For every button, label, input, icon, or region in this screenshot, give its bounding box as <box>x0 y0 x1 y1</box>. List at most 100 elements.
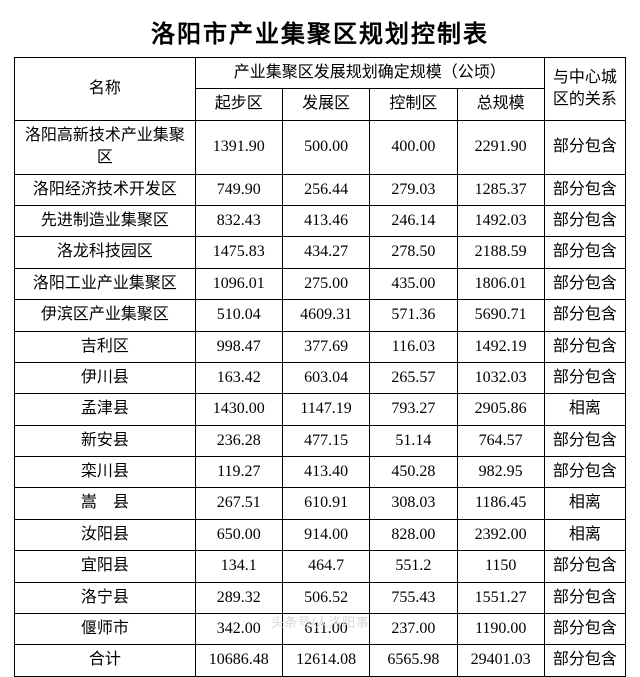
cell-total: 29401.03 <box>457 645 544 676</box>
cell-total: 764.57 <box>457 425 544 456</box>
cell-rel: 部分包含 <box>544 205 625 236</box>
cell-startup: 1475.83 <box>195 237 282 268</box>
table-row: 洛阳高新技术产业集聚区1391.90500.00400.002291.90部分包… <box>15 120 626 174</box>
cell-name: 洛龙科技园区 <box>15 237 196 268</box>
th-startup: 起步区 <box>195 89 282 120</box>
cell-name: 洛阳工业产业集聚区 <box>15 268 196 299</box>
table-row: 嵩 县267.51610.91308.031186.45相离 <box>15 488 626 519</box>
cell-control: 435.00 <box>370 268 457 299</box>
cell-control: 265.57 <box>370 362 457 393</box>
cell-name: 孟津县 <box>15 394 196 425</box>
table-row: 宜阳县134.1464.7551.21150部分包含 <box>15 551 626 582</box>
th-develop: 发展区 <box>282 89 369 120</box>
cell-name: 合计 <box>15 645 196 676</box>
cell-startup: 998.47 <box>195 331 282 362</box>
cell-startup: 650.00 <box>195 519 282 550</box>
cell-rel: 部分包含 <box>544 362 625 393</box>
cell-name: 洛宁县 <box>15 582 196 613</box>
cell-develop: 500.00 <box>282 120 369 174</box>
cell-rel: 部分包含 <box>544 551 625 582</box>
cell-develop: 4609.31 <box>282 300 369 331</box>
cell-name: 吉利区 <box>15 331 196 362</box>
cell-startup: 1430.00 <box>195 394 282 425</box>
cell-control: 551.2 <box>370 551 457 582</box>
cell-total: 1492.19 <box>457 331 544 362</box>
cell-control: 308.03 <box>370 488 457 519</box>
cell-name: 新安县 <box>15 425 196 456</box>
cell-name: 洛阳经济技术开发区 <box>15 174 196 205</box>
cell-rel: 部分包含 <box>544 645 625 676</box>
page-title: 洛阳市产业集聚区规划控制表 <box>0 0 640 57</box>
cell-control: 116.03 <box>370 331 457 362</box>
cell-control: 51.14 <box>370 425 457 456</box>
cell-total: 982.95 <box>457 457 544 488</box>
cell-develop: 413.40 <box>282 457 369 488</box>
cell-name: 洛阳高新技术产业集聚区 <box>15 120 196 174</box>
table-row: 洛宁县289.32506.52755.431551.27部分包含 <box>15 582 626 613</box>
cell-total: 1806.01 <box>457 268 544 299</box>
th-scale-group: 产业集聚区发展规划确定规模（公顷） <box>195 58 544 89</box>
cell-control: 246.14 <box>370 205 457 236</box>
th-control: 控制区 <box>370 89 457 120</box>
cell-name: 汝阳县 <box>15 519 196 550</box>
table-row: 伊滨区产业集聚区510.044609.31571.365690.71部分包含 <box>15 300 626 331</box>
cell-develop: 610.91 <box>282 488 369 519</box>
cell-name: 先进制造业集聚区 <box>15 205 196 236</box>
cell-total: 2392.00 <box>457 519 544 550</box>
cell-name: 伊滨区产业集聚区 <box>15 300 196 331</box>
cell-control: 450.28 <box>370 457 457 488</box>
cell-total: 5690.71 <box>457 300 544 331</box>
cell-name: 伊川县 <box>15 362 196 393</box>
table-row: 洛阳工业产业集聚区1096.01275.00435.001806.01部分包含 <box>15 268 626 299</box>
th-name: 名称 <box>15 58 196 121</box>
cell-startup: 236.28 <box>195 425 282 456</box>
cell-rel: 部分包含 <box>544 331 625 362</box>
cell-startup: 832.43 <box>195 205 282 236</box>
cell-startup: 1391.90 <box>195 120 282 174</box>
cell-rel: 部分包含 <box>544 582 625 613</box>
cell-develop: 413.46 <box>282 205 369 236</box>
cell-develop: 506.52 <box>282 582 369 613</box>
table-row: 伊川县163.42603.04265.571032.03部分包含 <box>15 362 626 393</box>
cell-total: 1492.03 <box>457 205 544 236</box>
cell-name: 栾川县 <box>15 457 196 488</box>
cell-control: 828.00 <box>370 519 457 550</box>
planning-table: 名称 产业集聚区发展规划确定规模（公顷） 与中心城区的关系 起步区 发展区 控制… <box>14 57 626 677</box>
cell-total: 1186.45 <box>457 488 544 519</box>
th-relation: 与中心城区的关系 <box>544 58 625 121</box>
cell-startup: 1096.01 <box>195 268 282 299</box>
cell-develop: 477.15 <box>282 425 369 456</box>
cell-develop: 464.7 <box>282 551 369 582</box>
cell-develop: 275.00 <box>282 268 369 299</box>
cell-rel: 部分包含 <box>544 120 625 174</box>
table-row: 孟津县1430.001147.19793.272905.86相离 <box>15 394 626 425</box>
cell-control: 400.00 <box>370 120 457 174</box>
cell-startup: 267.51 <box>195 488 282 519</box>
cell-develop: 914.00 <box>282 519 369 550</box>
cell-control: 279.03 <box>370 174 457 205</box>
cell-startup: 163.42 <box>195 362 282 393</box>
table-row: 汝阳县650.00914.00828.002392.00相离 <box>15 519 626 550</box>
cell-control: 278.50 <box>370 237 457 268</box>
cell-rel: 部分包含 <box>544 268 625 299</box>
cell-rel: 相离 <box>544 519 625 550</box>
cell-total: 1150 <box>457 551 544 582</box>
cell-rel: 相离 <box>544 488 625 519</box>
cell-startup: 510.04 <box>195 300 282 331</box>
table-row: 新安县236.28477.1551.14764.57部分包含 <box>15 425 626 456</box>
cell-develop: 256.44 <box>282 174 369 205</box>
cell-control: 755.43 <box>370 582 457 613</box>
cell-rel: 相离 <box>544 394 625 425</box>
cell-rel: 部分包含 <box>544 174 625 205</box>
table-row: 合计10686.4812614.086565.9829401.03部分包含 <box>15 645 626 676</box>
table-row: 吉利区998.47377.69116.031492.19部分包含 <box>15 331 626 362</box>
cell-control: 793.27 <box>370 394 457 425</box>
cell-control: 571.36 <box>370 300 457 331</box>
cell-total: 1551.27 <box>457 582 544 613</box>
cell-name: 宜阳县 <box>15 551 196 582</box>
cell-startup: 289.32 <box>195 582 282 613</box>
cell-control: 6565.98 <box>370 645 457 676</box>
table-row: 洛阳经济技术开发区749.90256.44279.031285.37部分包含 <box>15 174 626 205</box>
table-row: 栾川县119.27413.40450.28982.95部分包含 <box>15 457 626 488</box>
cell-startup: 10686.48 <box>195 645 282 676</box>
